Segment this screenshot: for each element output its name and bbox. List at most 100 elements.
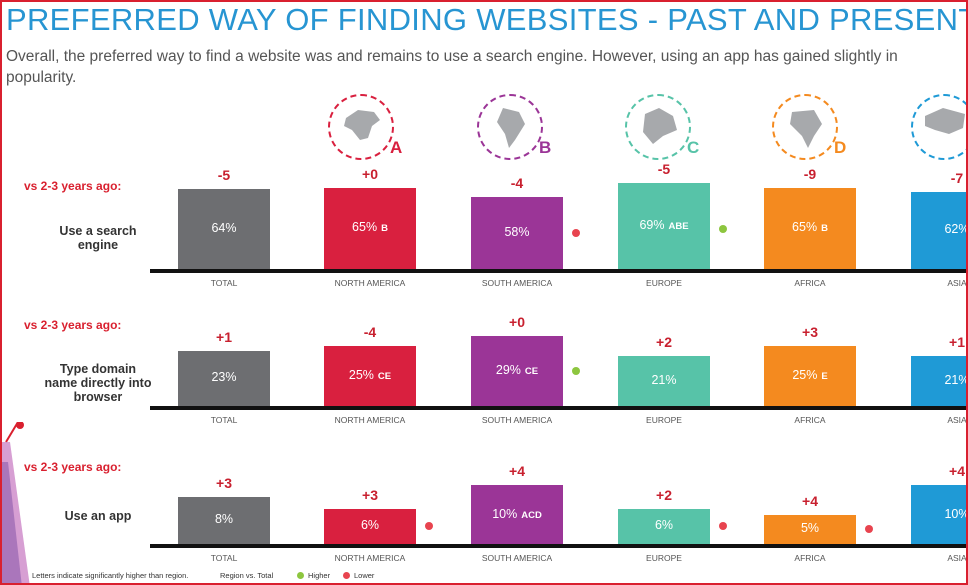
bar: 65% B [324,187,416,269]
europe-map-shape [643,108,677,144]
lower-than-total-dot [572,228,580,237]
legend-lower: Lower [354,571,375,580]
bar: 6% [324,508,416,544]
bar: 5% [764,514,856,544]
bar: 25% E [764,346,856,406]
bar: 69% ABE [618,182,710,269]
change-label: +4 [509,463,525,479]
bar-value-label: 5% [764,521,856,535]
change-label: -7 [950,169,964,186]
bar: 64% [178,189,270,269]
africa-map-shape [790,110,822,148]
region-letter-c: C [687,138,700,157]
change-label: -5 [657,160,671,177]
category-label: ASIA [947,553,967,563]
bar-value: 69% [639,217,665,232]
north-america-map-shape [344,110,380,140]
bar-value-label: 23% [178,370,270,384]
significance-letters: E [821,371,828,382]
bar-value-label: 6% [324,518,416,532]
page-subtitle: Overall, the preferred way to find a web… [6,48,898,86]
bar-value: 6% [360,518,380,533]
bar-value-label: 21% [911,373,966,387]
bar-value-label: 10% [911,506,968,521]
bar-value-label: 29% CE [471,363,563,377]
change-label: -5 [217,167,231,183]
bar-value: 10% [944,506,968,521]
category-label: TOTAL [210,553,238,563]
vs-label: vs 2-3 years ago: [24,179,122,193]
lower-than-total-dot [865,525,873,534]
bar-value: 5% [800,521,820,536]
bar: 8% [178,496,270,544]
category-label: SOUTH AMERICA [481,278,553,288]
category-label: SOUTH AMERICA [481,553,553,563]
bar-value-label: 64% [178,221,270,235]
bar: 65% B [764,187,856,269]
x-axis-line [150,544,966,548]
europe-map-icon [625,94,691,160]
bar-value-label: 25% CE [324,368,416,382]
change-label: -4 [510,174,524,191]
vs-label: vs 2-3 years ago: [24,318,122,332]
south-america-map-shape [497,108,525,148]
footer-region-vs-total: Region vs. Total [220,571,274,580]
bar-value: 29% [495,363,521,378]
bar-value-label: 10% ACD [471,507,563,521]
bar: 6% [618,508,710,544]
bar-value: 23% [211,370,237,385]
significance-letters: CE [524,366,539,378]
category-label: ASIA [947,278,967,288]
change-label: +3 [216,474,232,491]
asia-map-icon [911,94,966,160]
bar-value: 25% [792,368,818,382]
category-label: TOTAL [210,415,238,425]
bar-value: 6% [654,518,674,533]
decorative-pattern-icon [2,422,30,583]
category-label: EUROPE [646,278,682,288]
lower-than-total-dot [425,522,433,531]
bar-value: 21% [651,372,677,387]
bar-value: 10% [492,506,518,521]
category-label: NORTH AMERICA [334,553,406,563]
change-label: +2 [656,486,672,503]
bar: 21% [618,355,710,406]
x-axis-line [150,406,966,410]
significance-letters: B [381,223,388,235]
bar-value: 64% [211,221,237,235]
higher-than-total-dot [719,225,727,233]
bar-value-label: 25% E [764,368,856,382]
change-label: +4 [802,492,818,509]
significance-letters: ACD [521,509,542,521]
bar-value-label: 58% [471,225,563,239]
significance-letters: B [821,223,828,235]
higher-than-total-dot [572,367,580,376]
category-label: NORTH AMERICA [334,278,406,288]
x-axis-line [150,269,966,273]
lower-dot-icon [343,572,350,579]
category-label: AFRICA [794,278,826,288]
bar-value: 62% [944,222,968,237]
africa-map-icon [772,94,838,160]
bar-value: 25% [348,368,374,382]
category-label: NORTH AMERICA [334,415,406,425]
change-label: +0 [509,314,525,331]
change-label: +0 [362,165,378,182]
row-label: Use a search engine [59,224,137,252]
bar-value-label: 6% [618,518,710,532]
bar: 10% ACD [471,485,563,544]
bar-value: 8% [214,512,234,527]
bar: 29% CE [471,336,563,406]
bar: 21% [911,355,966,406]
page-title: PREFERRED WAY OF FINDING WEBSITES - PAST… [6,2,968,37]
south-america-map-icon [477,94,543,160]
footer-note: Letters indicate significantly higher th… [32,571,189,580]
bar: 10% [911,485,968,544]
change-label: +4 [949,463,965,479]
bar-value: 58% [504,224,530,239]
category-label: SOUTH AMERICA [481,415,553,425]
category-label: EUROPE [646,415,682,425]
change-label: +2 [656,333,672,350]
significance-letters: ABE [668,220,689,232]
